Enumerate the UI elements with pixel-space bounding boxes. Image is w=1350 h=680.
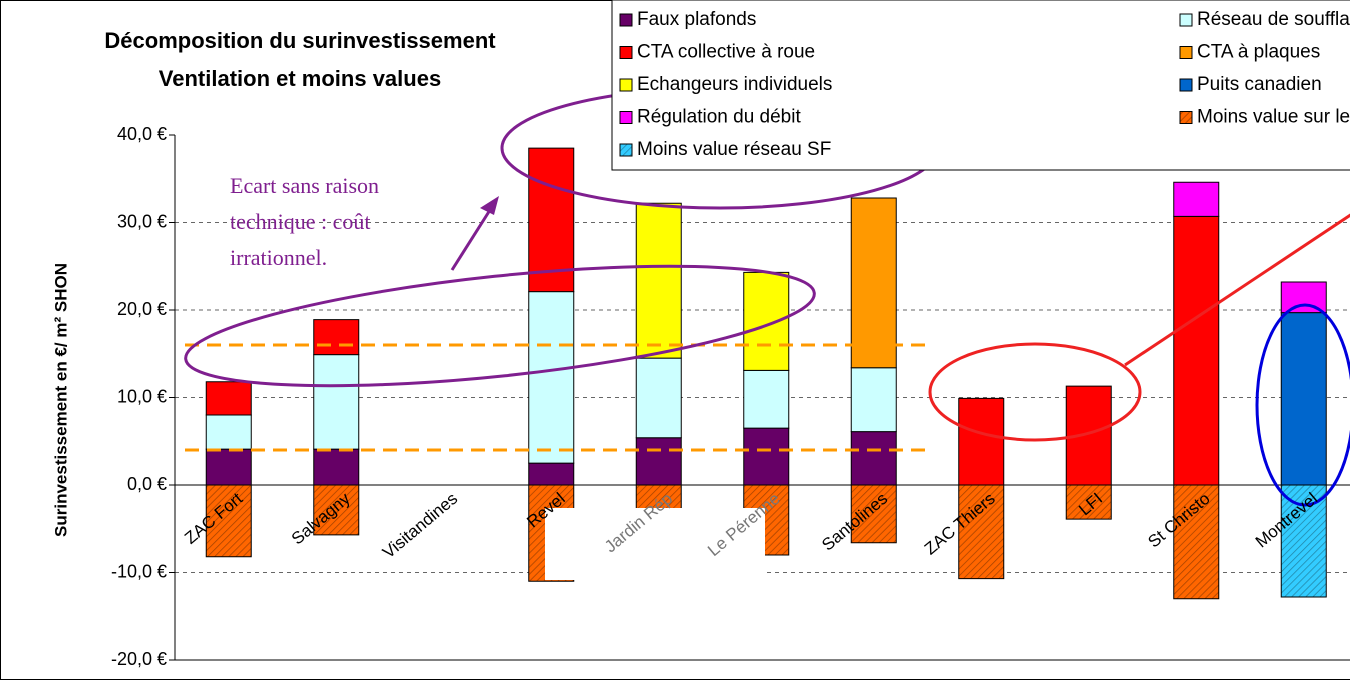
annotation: technique : coût: [230, 209, 371, 234]
chart-title: Décomposition du surinvestissement: [104, 28, 496, 53]
bar-segment: [528, 291, 575, 464]
legend-swatch: [619, 111, 633, 124]
bar-segment: [313, 448, 360, 486]
legend-swatch: [1179, 111, 1193, 124]
bar-segment: [958, 397, 1005, 486]
legend-items: Faux plafonds Réseau de soufflage CTA coll…: [619, 9, 1350, 160]
y-tick-label: -20,0 €: [111, 649, 167, 669]
legend-label: CTA collective à roue: [637, 42, 815, 63]
bar-segment: [313, 354, 360, 450]
legend-label: Faux plafonds: [637, 9, 756, 30]
plot: -20,0 € -10,0 € 0,0 € 10,0 € 20,0 € 30,0 € 40,…: [111, 124, 1350, 669]
highlight-ellipse: [1255, 303, 1350, 507]
y-tick-label: 20,0 €: [117, 299, 167, 319]
legend-swatch: [619, 78, 633, 92]
legend-swatch: [619, 13, 633, 27]
bar-segment: [313, 319, 360, 356]
bar-segment: [205, 381, 252, 416]
legend-label: Régulation du débit: [637, 107, 801, 128]
arrow: [450, 209, 492, 271]
bar-segment: [850, 367, 897, 433]
legend: [611, 0, 1350, 171]
bar-segment: [1173, 181, 1220, 217]
chart-subtitle: Ventilation et moins values: [159, 66, 441, 91]
bar-segment: [850, 431, 897, 486]
pointer-line: [1124, 213, 1350, 367]
y-tick-label: 10,0 €: [117, 386, 167, 406]
bar-segment: [205, 414, 252, 450]
legend-swatch: [1179, 46, 1193, 59]
arrow-head: [480, 196, 499, 215]
bar-segment: [1173, 484, 1220, 600]
legend-label: Moins value réseau SF: [637, 139, 831, 160]
bar-segment: [958, 484, 1005, 580]
bar-segment: [1065, 484, 1112, 520]
annotations: Ecart sans raison technique : coût irrat…: [184, 86, 1350, 507]
legend-swatch: [1179, 78, 1193, 92]
bar-segment: [313, 484, 360, 536]
bar-segment: [528, 147, 575, 293]
y-tick-label: 30,0 €: [117, 211, 167, 231]
x-tick-label: Visitandines: [379, 489, 461, 562]
bar-segment: [635, 357, 682, 439]
legend-swatch: [1179, 13, 1193, 27]
legend-swatch: [619, 46, 633, 59]
bar-segment: [850, 484, 897, 544]
legend-label: Réseau de soufflage: [1197, 9, 1350, 30]
y-tick-label: 0,0 €: [127, 474, 167, 494]
annotation: irrationnel.: [230, 245, 327, 270]
highlight-ellipse: [184, 264, 816, 388]
bar-segment: [635, 202, 682, 359]
legend-label: Moins value sur le chauffage: [1197, 107, 1350, 128]
legend-swatch: [619, 143, 633, 157]
bar-segment: [205, 484, 252, 558]
bar-segment: [635, 437, 682, 486]
legend-label: Puits canadien: [1197, 74, 1322, 95]
bar-segment: [743, 271, 790, 371]
highlight-ellipse: [928, 342, 1142, 442]
bar-segment: [743, 427, 790, 486]
annotation: Ecart sans raison: [230, 173, 379, 198]
legend-label: Echangeurs individuels: [637, 74, 832, 95]
bar-segment: [850, 197, 897, 369]
bar-segment: [205, 448, 252, 486]
y-axis-label: Surinvestissement en €/ m² SHON: [51, 263, 70, 537]
bar-segment: [528, 462, 575, 486]
y-tick-label: -10,0 €: [111, 561, 167, 581]
legend-label: CTA à plaques: [1197, 42, 1320, 63]
y-tick-label: 40,0 €: [117, 124, 167, 144]
cutout: [545, 508, 765, 580]
bar-segment: [1173, 215, 1220, 486]
bar-segment: [743, 369, 790, 429]
bar-segment: [1280, 312, 1327, 486]
